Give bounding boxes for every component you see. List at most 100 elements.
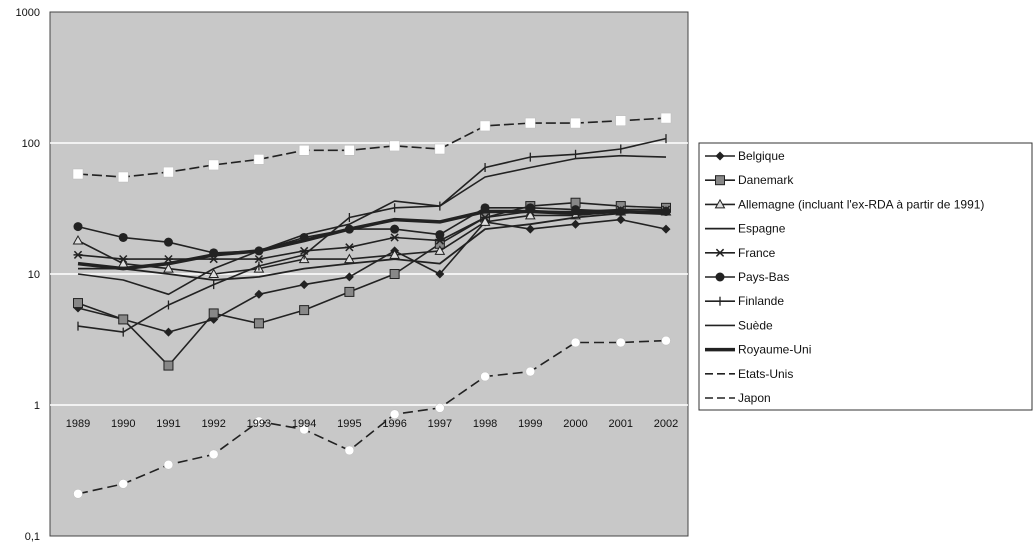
series-8: [77, 209, 667, 271]
y-tick-label: 10: [28, 269, 40, 281]
data-point: [570, 117, 581, 129]
legend-item: Belgique: [705, 149, 785, 163]
data-point: [163, 237, 173, 247]
data-point: [660, 112, 672, 124]
data-point: [434, 143, 446, 155]
x-tick-label: 2002: [654, 418, 678, 430]
series-line: [78, 208, 667, 281]
data-point: [714, 198, 726, 209]
data-point: [163, 166, 174, 178]
y-tick-label: 1: [34, 400, 40, 412]
legend-label: Danemark: [738, 173, 794, 187]
series-line: [77, 339, 667, 495]
data-point: [253, 154, 265, 165]
data-point: [73, 489, 83, 499]
data-point: [118, 314, 129, 325]
x-tick-label: 1995: [337, 418, 361, 430]
data-point: [480, 213, 490, 222]
data-point: [389, 269, 400, 279]
data-point: [525, 117, 536, 129]
data-point: [435, 230, 445, 240]
x-tick-label: 1994: [292, 418, 316, 430]
data-point: [163, 459, 174, 470]
data-point: [715, 272, 725, 282]
data-point: [163, 360, 174, 371]
series-10: [73, 335, 671, 499]
legend-item: Finlande: [705, 294, 784, 308]
x-tick-label: 1990: [111, 418, 135, 430]
series-line: [77, 117, 667, 178]
data-point: [344, 145, 355, 156]
x-tick-label: 1997: [428, 418, 452, 430]
x-tick-label: 2000: [563, 418, 587, 430]
data-point: [479, 216, 491, 226]
x-tick-label: 1998: [473, 418, 497, 430]
data-point: [390, 233, 400, 242]
x-tick-label: 2001: [609, 418, 633, 430]
legend-label: France: [738, 246, 776, 260]
data-point: [73, 298, 83, 309]
legend-item: Allemagne (incluant l'ex-RDA à partir de…: [705, 197, 984, 211]
series-line: [77, 207, 666, 254]
legend-label: Finlande: [738, 294, 784, 308]
data-point: [72, 235, 84, 245]
x-tick-label: 1993: [247, 418, 271, 430]
data-point: [715, 175, 725, 186]
legend-label: Japon: [738, 391, 771, 405]
data-point: [117, 171, 129, 183]
data-point: [616, 337, 626, 348]
legend-item: Pays-Bas: [705, 270, 789, 284]
data-point: [570, 337, 581, 348]
legend-item: France: [705, 246, 776, 260]
legend-item: Japon: [705, 391, 771, 405]
data-point: [208, 308, 219, 319]
data-point: [299, 305, 310, 316]
data-point: [254, 254, 264, 264]
data-point: [208, 159, 219, 171]
gridlines: [50, 142, 688, 406]
series-7: [77, 154, 667, 296]
data-point: [389, 409, 400, 419]
legend-label: Espagne: [738, 222, 786, 236]
data-point: [480, 371, 490, 382]
data-point: [434, 245, 446, 255]
data-point: [72, 168, 84, 180]
data-point: [571, 219, 581, 229]
data-point: [254, 416, 264, 427]
legend-label: Suède: [738, 318, 773, 332]
legend-label: Allemagne (incluant l'ex-RDA à partir de…: [738, 197, 984, 211]
data-point: [389, 140, 400, 152]
data-point: [73, 222, 83, 232]
x-axis-ticks: 1989 1990 1991 1992 1993 1994 1995 1996 1997 1998…: [66, 418, 678, 430]
data-point: [435, 269, 445, 279]
series-5: [73, 203, 671, 258]
legend-label: Pays-Bas: [738, 270, 789, 284]
data-point: [661, 335, 671, 346]
series-line: [77, 154, 667, 296]
data-point: [208, 268, 220, 278]
legend-label: Etats-Unis: [738, 367, 793, 381]
data-point: [390, 224, 400, 234]
x-tick-label: 1991: [156, 418, 180, 430]
data-point: [73, 250, 83, 259]
x-tick-label: 1996: [382, 418, 406, 430]
data-point: [344, 445, 355, 456]
data-point: [298, 145, 310, 156]
data-point: [163, 263, 174, 273]
y-tick-label: 0,1: [25, 531, 40, 542]
legend-item: Danemark: [705, 173, 794, 187]
data-point: [118, 254, 128, 264]
data-point: [715, 151, 725, 161]
data-point: [344, 243, 354, 252]
data-point: [615, 115, 627, 126]
legend-item: Suède: [705, 318, 773, 332]
series-3: [78, 208, 667, 281]
data-point: [616, 215, 626, 225]
legend: Belgique Danemark Allemagne (incluant l'ex…: [705, 149, 984, 405]
data-point: [118, 232, 128, 242]
data-point: [299, 424, 309, 435]
data-point: [253, 318, 264, 329]
y-tick-label: 1000: [16, 7, 40, 19]
x-tick-label: 1992: [201, 418, 225, 430]
